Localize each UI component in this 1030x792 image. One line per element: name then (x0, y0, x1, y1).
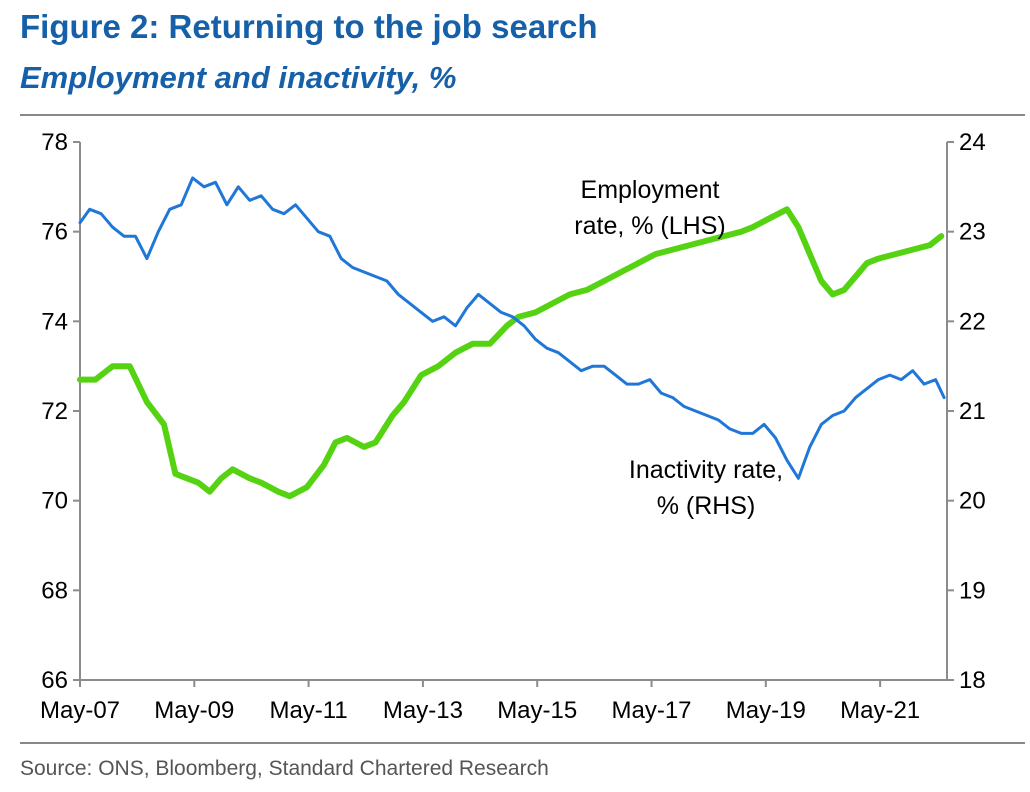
chart-title: Figure 2: Returning to the job search (20, 8, 598, 45)
source-note: Source: ONS, Bloomberg, Standard Charter… (20, 757, 549, 780)
employment-label-line-1: Employment (581, 176, 720, 204)
right-tick-label: 18 (959, 667, 986, 694)
right-tick-label: 21 (959, 398, 986, 425)
employment-rate-line (77, 206, 945, 500)
series-labels: Employment rate, % (LHS) Inactivity rate,%… (574, 176, 783, 520)
right-tick-label: 23 (959, 219, 986, 246)
x-tick-label: May-13 (383, 697, 463, 724)
left-tick-label: 68 (41, 577, 68, 604)
x-tick-label: May-19 (726, 697, 806, 724)
x-tick-label: May-09 (154, 697, 234, 724)
x-tick-label: May-07 (40, 697, 120, 724)
left-tick-label: 78 (41, 129, 68, 156)
inactivity-label-line-1: Inactivity rate, (629, 456, 783, 484)
inactivity-rate-line (78, 176, 946, 480)
employment-label-line-2: rate, % (LHS) (574, 212, 725, 240)
left-tick-label: 66 (41, 667, 68, 694)
x-tick-label: May-17 (612, 697, 692, 724)
left-tick-label: 72 (41, 398, 68, 425)
right-tick-label: 19 (959, 577, 986, 604)
right-tick-label: 20 (959, 488, 986, 515)
top-divider (20, 114, 1025, 116)
left-tick-label: 70 (41, 488, 68, 515)
chart-subtitle: Employment and inactivity, % (20, 60, 457, 95)
x-tick-label: May-15 (497, 697, 577, 724)
series-layer (77, 176, 946, 500)
right-tick-label: 24 (959, 129, 986, 156)
right-tick-label: 22 (959, 308, 986, 335)
inactivity-label-line-2: % (RHS) (657, 492, 756, 520)
left-tick-label: 74 (41, 308, 68, 335)
bottom-divider (20, 742, 1025, 744)
x-tick-label: May-21 (840, 697, 920, 724)
chart-axes: 66 68 70 72 74 76 78 18 19 20 21 22 23 24 May-07 May-09… (40, 129, 986, 724)
x-tick-label: May-11 (269, 697, 347, 724)
left-tick-label: 76 (41, 219, 68, 246)
